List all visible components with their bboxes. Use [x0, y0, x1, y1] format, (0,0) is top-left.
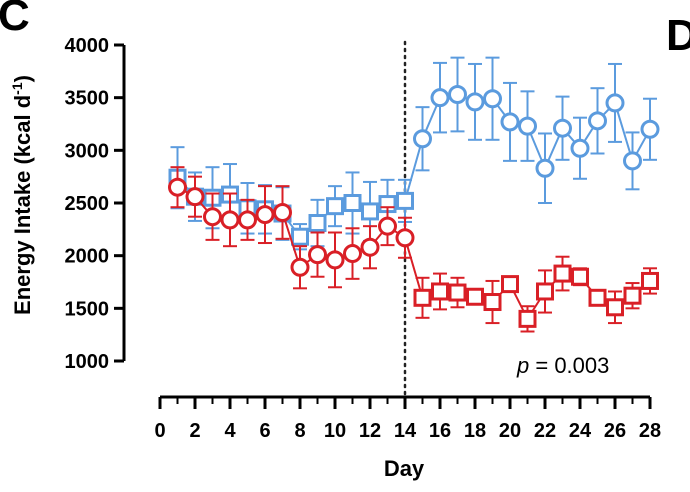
x-tick-label-4: 4 [224, 420, 236, 442]
marker-circle-blue-day-18 [465, 92, 485, 112]
marker-square-blue-day-14 [396, 191, 414, 210]
marker-square-red-day-26 [606, 298, 624, 317]
x-tick-label-8: 8 [294, 420, 305, 442]
x-tick-label-20: 20 [499, 420, 521, 442]
next-panel-label: D [666, 11, 690, 60]
x-tick-label-24: 24 [569, 420, 592, 442]
marker-circle-blue-day-22 [535, 158, 555, 178]
marker-circle-red-day-9 [308, 245, 327, 265]
marker-circle-blue-day-28 [640, 119, 660, 139]
y-axis-title: Energy Intake (kcal d-1) [9, 75, 35, 315]
marker-circle-blue-day-17 [448, 85, 467, 105]
y-axis-title-end: ) [10, 75, 35, 82]
marker-circle-red-day-11 [343, 244, 362, 264]
x-tick-label-6: 6 [259, 420, 270, 442]
x-tick-label-16: 16 [429, 420, 451, 442]
y-tick-label-3000: 3000 [65, 140, 110, 162]
marker-square-red-day-25 [588, 288, 607, 307]
marker-circle-blue-day-15 [413, 129, 432, 149]
marker-circle-blue-day-19 [483, 89, 502, 109]
marker-square-red-day-19 [483, 293, 502, 312]
y-tick-label-1500: 1500 [65, 298, 110, 320]
marker-circle-red-day-12 [360, 237, 380, 257]
marker-square-blue-day-8 [291, 227, 309, 246]
y-tick-label-3500: 3500 [65, 88, 110, 110]
x-tick-label-22: 22 [534, 420, 556, 442]
marker-square-red-day-23 [553, 264, 572, 283]
x-tick-label-18: 18 [464, 420, 486, 442]
marker-circle-red-day-2 [185, 187, 205, 207]
y-axis: 1000 1500 2000 2500 3000 3500 4000 [65, 35, 126, 373]
marker-square-red-day-18 [466, 287, 484, 306]
marker-square-blue-day-12 [361, 202, 379, 221]
marker-square-red-day-28 [641, 271, 659, 290]
marker-circle-blue-day-23 [553, 118, 572, 138]
marker-circle-blue-day-21 [518, 116, 537, 136]
x-tick-label-2: 2 [189, 420, 200, 442]
p-symbol: p [516, 353, 529, 378]
x-tick-label-28: 28 [639, 420, 661, 442]
x-tick-label-26: 26 [604, 420, 626, 442]
p-value-annotation: p = 0.003 [516, 353, 609, 378]
marker-circle-red-day-5 [238, 210, 257, 230]
y-tick-label-4000: 4000 [65, 35, 110, 57]
y-tick-label-2000: 2000 [65, 246, 110, 268]
marker-circle-red-day-7 [273, 202, 292, 222]
marker-square-red-day-20 [501, 275, 519, 294]
marker-circle-blue-day-20 [500, 112, 520, 132]
marker-square-red-day-21 [518, 309, 537, 328]
marker-square-red-day-27 [623, 286, 642, 305]
marker-circle-blue-day-25 [588, 111, 607, 131]
y-tick-label-1000: 1000 [65, 351, 110, 373]
marker-square-blue-day-11 [343, 194, 362, 212]
marker-square-red-day-15 [413, 288, 432, 307]
y-axis-title-superscript: -1 [9, 82, 25, 95]
marker-circle-red-day-10 [325, 250, 345, 270]
marker-circle-red-day-13 [378, 216, 397, 236]
marker-circle-red-day-1 [168, 177, 187, 197]
marker-square-red-day-17 [448, 283, 467, 302]
marker-square-blue-day-9 [308, 214, 327, 233]
series-layer [168, 56, 660, 333]
x-axis-title: Day [384, 456, 425, 481]
y-axis-title-main: Energy Intake (kcal d [10, 95, 35, 315]
marker-circle-red-day-8 [290, 257, 310, 277]
marker-circle-blue-day-16 [430, 88, 450, 108]
marker-square-red-day-22 [536, 282, 554, 301]
y-tick-label-2500: 2500 [65, 193, 110, 215]
marker-circle-blue-day-27 [623, 151, 642, 171]
x-tick-label-10: 10 [324, 420, 346, 442]
marker-circle-red-day-14 [395, 228, 415, 248]
marker-circle-red-day-6 [255, 205, 275, 225]
panel-label: C [0, 0, 30, 40]
marker-circle-blue-day-24 [570, 138, 590, 158]
series-red [168, 166, 659, 333]
marker-circle-red-day-3 [203, 207, 222, 227]
x-tick-label-0: 0 [154, 420, 165, 442]
marker-circle-red-day-4 [220, 210, 240, 230]
marker-square-blue-day-10 [326, 197, 344, 216]
x-tick-label-14: 14 [394, 420, 417, 442]
x-axis: 0 2 4 6 8 10 12 14 16 18 20 22 24 26 28 [154, 395, 661, 442]
marker-circle-blue-day-26 [605, 93, 625, 113]
marker-square-red-day-24 [571, 267, 589, 286]
marker-square-red-day-16 [431, 282, 449, 301]
p-value: = 0.003 [529, 353, 609, 378]
x-tick-label-12: 12 [359, 420, 381, 442]
